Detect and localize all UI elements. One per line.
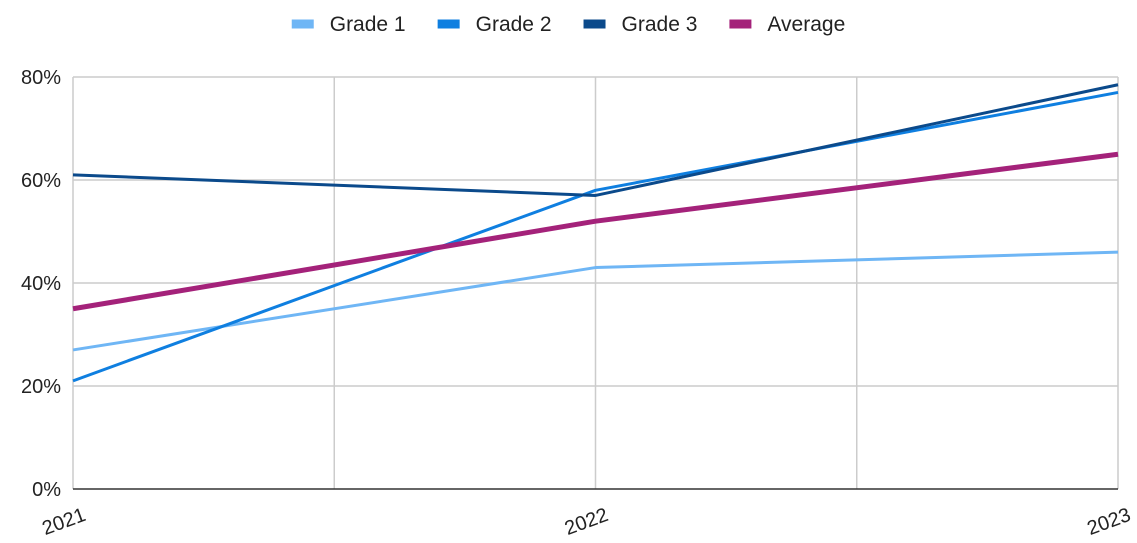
x-tick-label: 2023 [1084,504,1133,540]
legend-item-grade-1: Grade 1 [291,13,406,36]
legend-item-average: Average [729,13,845,36]
chart-grid [72,76,1119,489]
legend-label: Grade 3 [622,13,698,36]
legend-item-grade-2: Grade 2 [437,13,552,36]
x-axis-ticks: 2021 2022 2023 [39,504,1133,540]
chart-legend: Grade 1 Grade 2 Grade 3 Average [291,13,845,36]
series-line-grade-3 [72,83,1119,197]
legend-item-grade-3: Grade 3 [583,13,698,36]
series-line-grade-2 [72,90,1119,383]
x-tick-label: 2022 [562,504,611,540]
legend-label: Grade 2 [476,13,552,36]
legend-swatch [437,19,460,29]
y-tick-label: 0% [32,479,61,501]
x-tick-label: 2021 [39,504,88,540]
legend-label: Grade 1 [330,13,406,36]
legend-swatch [729,19,752,29]
y-tick-label: 40% [21,273,61,295]
series-line-grade-1 [72,250,1119,352]
legend-swatch [291,19,314,29]
y-tick-label: 60% [21,170,61,192]
series-line-average [72,151,1119,312]
y-axis-ticks: 0% 20% 40% 60% 80% [21,67,61,501]
y-tick-label: 80% [21,67,61,89]
chart-series [72,83,1119,383]
legend-label: Average [767,13,845,36]
y-tick-label: 20% [21,376,61,398]
legend-swatch [583,19,606,29]
